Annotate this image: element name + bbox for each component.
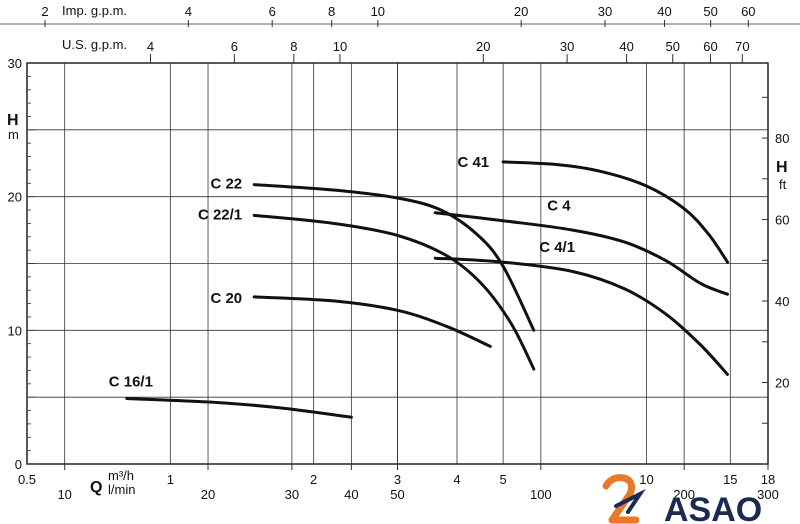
logo-swoosh-icon xyxy=(614,488,646,514)
left-tick-label: 30 xyxy=(8,56,22,71)
curve-c-41 xyxy=(501,160,729,264)
bottom-m3h-axis-title: m³/h xyxy=(108,468,134,483)
chart-series: C 16/1 C 20 C 22 C 22/1 C 4 C 4/1 C 41 xyxy=(109,154,729,419)
logo-mark-icon xyxy=(602,474,640,524)
top-us-tick-label: 20 xyxy=(476,39,490,54)
curve-label-c-4: C 4 xyxy=(547,198,571,215)
q-axis-title: Q xyxy=(90,479,102,496)
top-imp-tick-label: 60 xyxy=(741,4,755,19)
top-imp-tick-label: 8 xyxy=(328,4,335,19)
right-ft-tick-label: 20 xyxy=(775,376,789,391)
curve-label-c-20: C 20 xyxy=(210,290,242,307)
top-us-tick-label: 30 xyxy=(560,39,574,54)
bottom-lmin-tick-label: 30 xyxy=(285,487,299,502)
right-ft-tick-label: 60 xyxy=(775,213,789,228)
right-ft-tick-label: 80 xyxy=(775,131,789,146)
bottom-lmin-axis-title: l/min xyxy=(108,482,135,497)
curve-label-c-22-1: C 22/1 xyxy=(198,206,242,223)
bottom-m3h-tick-label: 1 xyxy=(167,472,174,487)
top-imp-tick-label: 6 xyxy=(269,4,276,19)
top-imp-tick-label: 20 xyxy=(514,4,528,19)
left-axis-unit: m xyxy=(8,127,19,142)
top-imp-axis-title: Imp. g.p.m. xyxy=(62,3,127,18)
bottom-m3h-tick-label: 18 xyxy=(761,472,775,487)
bottom-lmin-tick-label: 10 xyxy=(57,487,71,502)
top-imp-tick-label: 50 xyxy=(703,4,717,19)
top-us-tick-label: 60 xyxy=(703,39,717,54)
curve-label-c-4-1: C 4/1 xyxy=(539,239,575,256)
curve-c-4 xyxy=(433,211,729,296)
top-imp-tick-label: 4 xyxy=(185,4,192,19)
bottom-m3h-tick-label: 5 xyxy=(500,472,507,487)
right-ft-tick-label: 40 xyxy=(775,294,789,309)
curve-label-c-22: C 22 xyxy=(210,176,242,193)
bottom-lmin-tick-label: 200 xyxy=(673,487,695,502)
top-us-tick-label: 8 xyxy=(290,39,297,54)
top-us-tick-label: 40 xyxy=(619,39,633,54)
bottom-m3h-tick-label: 15 xyxy=(723,472,737,487)
bottom-m3h-tick-label: 4 xyxy=(453,472,460,487)
top-imp-tick-label: 40 xyxy=(657,4,671,19)
bottom-lmin-tick-label: 100 xyxy=(530,487,552,502)
chart-grid xyxy=(26,63,769,464)
bottom-lmin-tick-label: 40 xyxy=(344,487,358,502)
left-tick-label: 0 xyxy=(15,457,22,472)
bottom-m3h-tick-label: 10 xyxy=(639,472,653,487)
curve-label-c-16-1: C 16/1 xyxy=(109,374,153,391)
bottom-lmin-tick-label: 20 xyxy=(201,487,215,502)
top-us-tick-label: 50 xyxy=(666,39,680,54)
curve-c-20 xyxy=(252,295,492,348)
bottom-m3h-tick-label: 3 xyxy=(394,472,401,487)
curve-c-22 xyxy=(252,183,536,332)
top-us-tick-label: 4 xyxy=(147,39,154,54)
asao-logo: ASAO xyxy=(602,474,762,524)
right-axis-title: H xyxy=(776,159,788,176)
bottom-m3h-tick-label: 2 xyxy=(310,472,317,487)
curve-c-16-1 xyxy=(125,397,353,419)
top-us-tick-label: 10 xyxy=(333,39,347,54)
left-tick-label: 20 xyxy=(8,190,22,205)
curve-c-22-1 xyxy=(252,213,536,371)
bottom-lmin-tick-label: 300 xyxy=(757,487,779,502)
right-axis-unit: ft xyxy=(779,177,787,192)
top-us-tick-label: 70 xyxy=(735,39,749,54)
top-us-axis-title: U.S. g.p.m. xyxy=(62,37,127,52)
curve-c-4-1 xyxy=(433,256,729,376)
bottom-lmin-tick-label: 50 xyxy=(390,487,404,502)
top-imp-tick-label: 10 xyxy=(371,4,385,19)
left-axis-title: H xyxy=(7,112,19,129)
left-tick-label: 10 xyxy=(8,323,22,338)
top-us-tick-label: 6 xyxy=(231,39,238,54)
curve-label-c-41: C 41 xyxy=(457,154,489,171)
top-imp-tick-label: 30 xyxy=(598,4,612,19)
bottom-m3h-tick-label: 0.5 xyxy=(18,472,36,487)
logo-wordmark: ASAO xyxy=(664,491,762,524)
top-imp-tick-label: 2 xyxy=(41,4,48,19)
